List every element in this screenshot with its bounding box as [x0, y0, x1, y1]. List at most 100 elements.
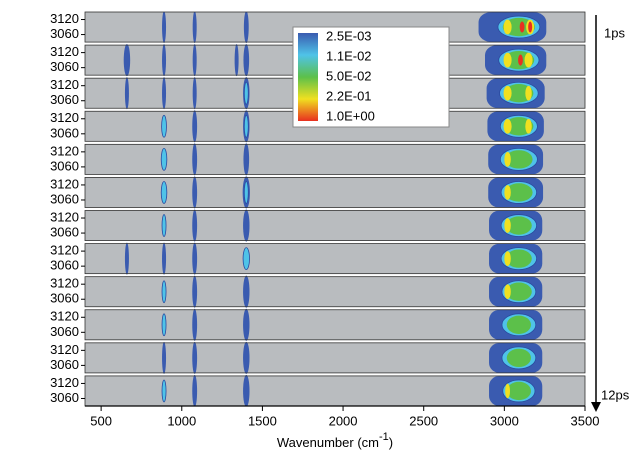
- y-tick-label: 3120: [50, 375, 79, 390]
- contour: [502, 17, 535, 37]
- contour: [161, 280, 167, 304]
- contour: [503, 85, 512, 101]
- contour: [503, 52, 512, 68]
- panel-border: [84, 177, 586, 208]
- x-axis-label-sup: -1: [379, 431, 389, 443]
- y-tick-label: 3120: [50, 176, 79, 191]
- time-end: 12ps: [601, 387, 630, 402]
- x-tick-label: 2500: [409, 413, 438, 428]
- x-axis-label: Wavenumber (cm-1): [277, 431, 393, 451]
- contour: [243, 275, 250, 308]
- contour: [192, 374, 198, 406]
- contour: [162, 77, 167, 110]
- contour: [161, 379, 167, 403]
- y-tick-label: 3060: [50, 59, 79, 74]
- y-tick-label: 3120: [50, 209, 79, 224]
- contour: [505, 249, 532, 268]
- x-tick-label: 2000: [329, 413, 358, 428]
- colorbar: [298, 33, 318, 121]
- panel-border: [84, 143, 586, 175]
- contour: [243, 374, 250, 406]
- contour: [192, 12, 197, 44]
- contour: [506, 348, 531, 368]
- legend-box: [292, 26, 450, 128]
- colorbar-label: 5.0E-02: [326, 68, 372, 83]
- y-tick-label: 3060: [50, 125, 79, 140]
- contour: [243, 114, 249, 138]
- contour: [243, 81, 249, 105]
- x-tick-label: 500: [90, 413, 112, 428]
- contour: [505, 183, 533, 202]
- y-tick-label: 3060: [50, 324, 79, 339]
- y-tick-label: 3120: [50, 276, 79, 291]
- contour: [162, 44, 167, 77]
- contour: [161, 214, 167, 237]
- contour: [504, 152, 511, 167]
- contour: [192, 77, 197, 110]
- contour: [506, 381, 531, 401]
- contour: [504, 218, 511, 233]
- y-tick-label: 3060: [50, 26, 79, 41]
- contour: [162, 242, 167, 275]
- y-tick-label: 3120: [50, 243, 79, 258]
- contour: [234, 44, 239, 77]
- contour: [503, 19, 512, 35]
- panel-border: [84, 342, 586, 374]
- contour: [160, 147, 168, 171]
- contour: [524, 52, 533, 68]
- contour: [192, 44, 197, 77]
- contour: [192, 341, 198, 374]
- y-tick-label: 3120: [50, 77, 79, 92]
- contour: [525, 118, 532, 134]
- y-tick-label: 3060: [50, 258, 79, 273]
- x-axis-label-text: Wavenumber (cm: [277, 435, 379, 450]
- x-axis-label-end: ): [389, 435, 393, 450]
- contour: [242, 247, 250, 271]
- x-tick-label: 1000: [167, 413, 196, 428]
- contour: [243, 44, 250, 77]
- contour: [192, 242, 198, 275]
- contour: [192, 275, 198, 308]
- panel-border: [84, 210, 586, 241]
- contour: [192, 110, 198, 143]
- y-tick-label: 3060: [50, 225, 79, 240]
- contour: [162, 341, 167, 374]
- y-tick-label: 3120: [50, 143, 79, 158]
- panel-border: [84, 243, 586, 275]
- contour: [518, 54, 523, 66]
- contour: [506, 315, 531, 334]
- panel-border: [84, 309, 586, 341]
- contour: [124, 77, 129, 110]
- contour: [519, 21, 525, 33]
- contour: [505, 282, 532, 301]
- y-tick-label: 3060: [50, 92, 79, 107]
- contour: [504, 185, 511, 200]
- y-tick-label: 3060: [50, 390, 79, 405]
- time-start: 1ps: [604, 25, 625, 40]
- time-arrow-head: [591, 402, 601, 412]
- panel-border: [84, 276, 586, 308]
- contour: [505, 216, 532, 235]
- contour: [503, 118, 512, 134]
- y-tick-label: 3120: [50, 110, 79, 125]
- y-tick-label: 3060: [50, 158, 79, 173]
- x-tick-label: 1500: [248, 413, 277, 428]
- colorbar-label: 2.5E-03: [326, 28, 372, 43]
- contour: [160, 181, 168, 204]
- y-tick-label: 3060: [50, 357, 79, 372]
- contour: [161, 313, 167, 337]
- contour: [243, 181, 249, 204]
- contour: [504, 284, 511, 300]
- contour: [243, 341, 250, 374]
- contour: [243, 143, 250, 176]
- x-tick-label: 3500: [571, 413, 600, 428]
- contour: [123, 44, 131, 77]
- y-tick-label: 3120: [50, 44, 79, 59]
- contour: [161, 114, 167, 138]
- contour: [505, 383, 511, 399]
- contour: [192, 209, 198, 242]
- contour: [525, 85, 532, 101]
- colorbar-label: 1.0E+00: [326, 108, 375, 123]
- contour: [192, 308, 198, 341]
